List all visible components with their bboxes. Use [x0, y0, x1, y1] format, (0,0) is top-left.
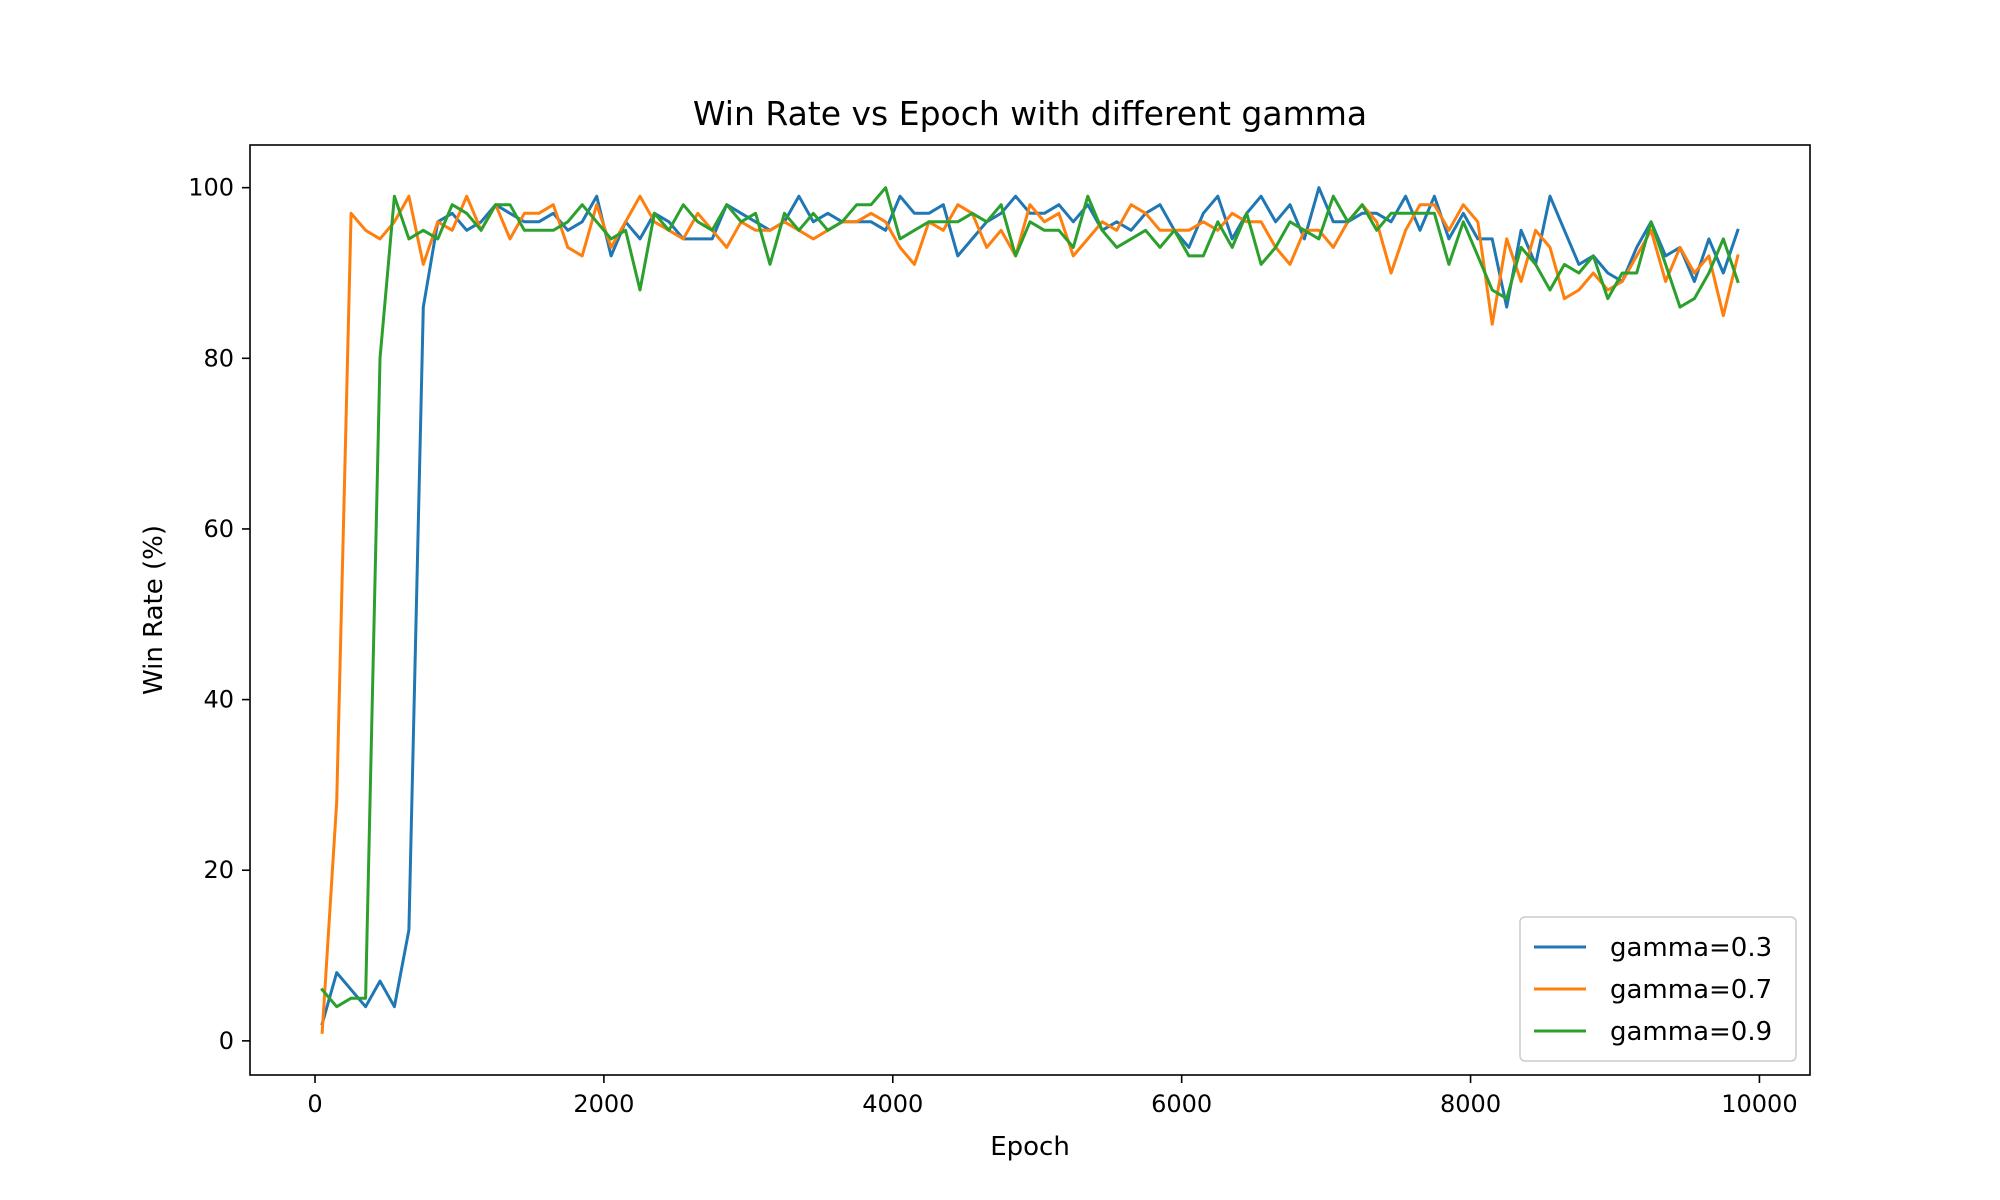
- x-tick-label-1: 2000: [573, 1090, 634, 1118]
- chart-title: Win Rate vs Epoch with different gamma: [693, 94, 1367, 133]
- x-axis-ticks: 0 2000 4000 6000 8000 10000: [307, 1075, 1798, 1118]
- y-tick-label-1: 20: [203, 856, 234, 884]
- x-tick-label-2: 4000: [862, 1090, 923, 1118]
- x-axis-label: Epoch: [990, 1132, 1070, 1162]
- series-line-1: [320, 194, 1740, 1034]
- series-line-2: [320, 186, 1740, 1009]
- plot-area-frame: [249, 144, 1811, 1076]
- legend-label-2: gamma=0.9: [1610, 1017, 1772, 1047]
- y-tick-label-2: 40: [203, 686, 234, 714]
- x-tick-label-3: 6000: [1151, 1090, 1212, 1118]
- y-tick-label-4: 80: [203, 344, 234, 372]
- legend-label-0: gamma=0.3: [1610, 933, 1772, 963]
- y-tick-label-3: 60: [203, 515, 234, 543]
- y-tick-label-0: 0: [219, 1027, 234, 1055]
- y-axis-ticks: 0 20 40 60 80 100: [188, 174, 250, 1055]
- x-tick-label-5: 10000: [1721, 1090, 1797, 1118]
- y-axis-label: Win Rate (%): [139, 525, 169, 695]
- y-tick-label-5: 100: [188, 174, 234, 202]
- legend: gamma=0.3 gamma=0.7 gamma=0.9: [1519, 916, 1797, 1062]
- x-tick-label-4: 8000: [1440, 1090, 1501, 1118]
- plot-lines: [320, 186, 1740, 1034]
- x-tick-label-0: 0: [307, 1090, 322, 1118]
- legend-label-1: gamma=0.7: [1610, 975, 1772, 1005]
- legend-box: [1519, 916, 1797, 1062]
